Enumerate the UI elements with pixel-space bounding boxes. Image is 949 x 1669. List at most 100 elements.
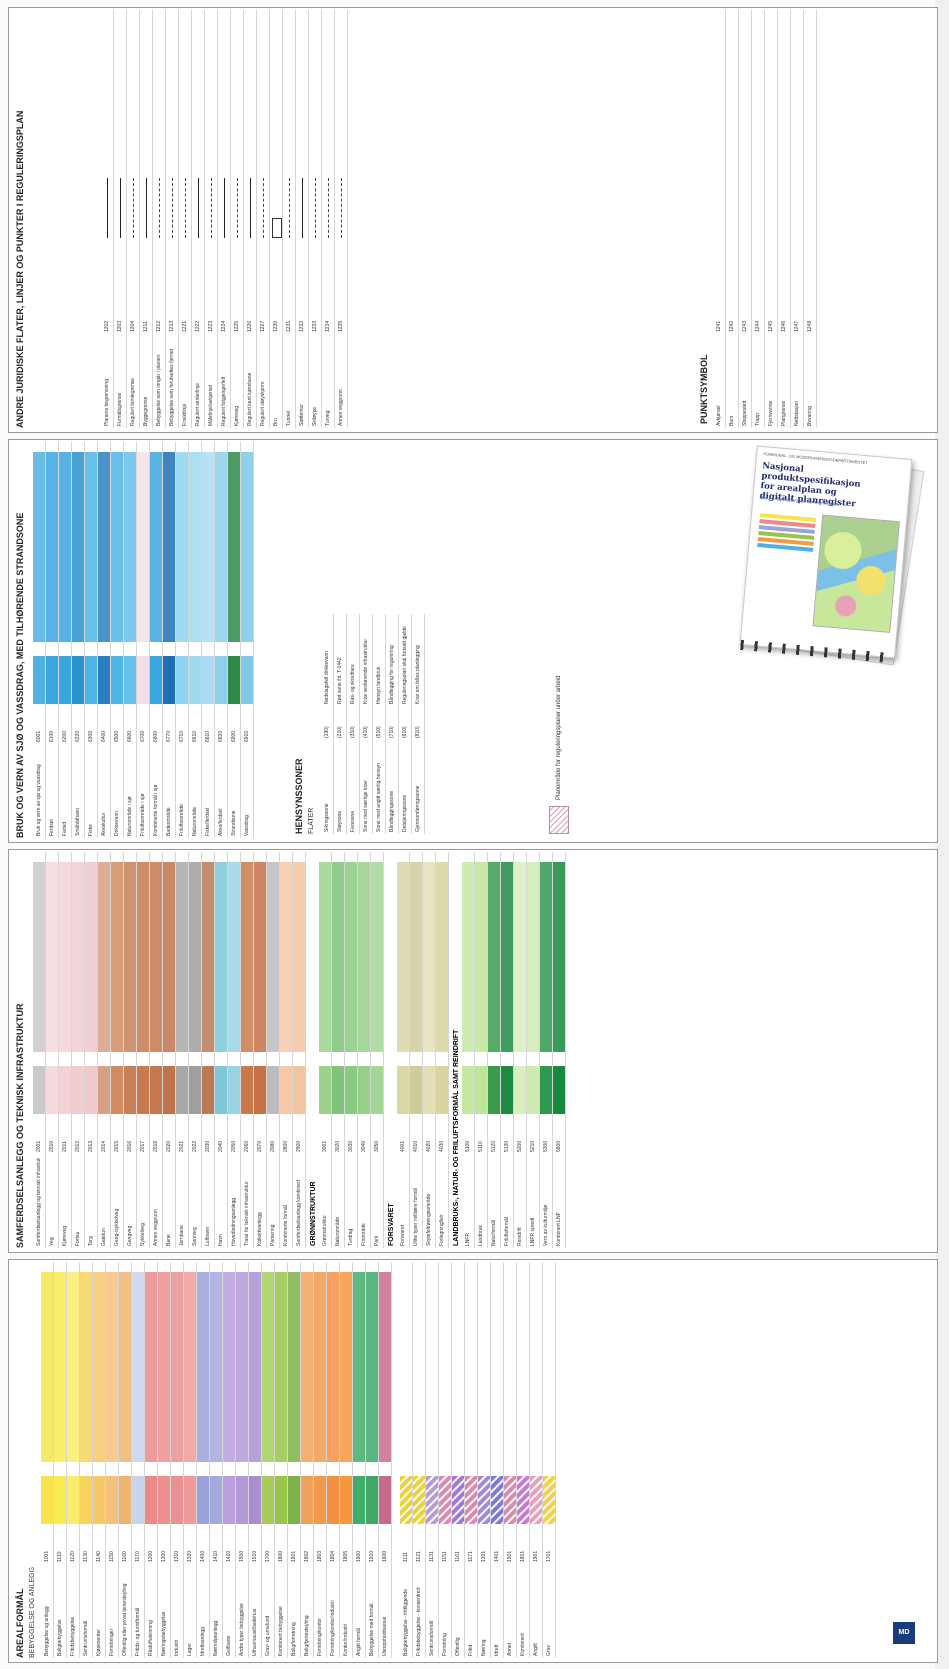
panel-andre-juridiske: ANDRE JURIDISKE FLATER, LINJER OG PUNKTE… [8,7,938,433]
legend-row: Angitt 1901 [530,1262,543,1658]
legend-row: Industri 1310 [171,1262,184,1658]
line-symbol [237,178,238,238]
row-code: (910) [402,726,408,738]
row-code: 1212 [156,320,162,332]
row-code: 6770 [166,730,172,742]
legend-row: Støttemur 1232 [296,10,309,428]
row-name: Gatetun [101,1228,107,1246]
row-code: 1804 [330,1550,336,1562]
color-swatch [262,1476,274,1524]
legend-row: Boligbebyggelse - frittliggende 1111 [400,1262,413,1658]
color-swatch [452,1476,464,1524]
row-name: Målelinje/avkjørsel [208,384,214,426]
row-code: 1203 [117,320,123,332]
row-code: 1111 [403,1551,409,1562]
color-swatch [462,1066,474,1114]
legend-row: Angitt formål 1900 [353,1262,366,1658]
color-band [426,1272,438,1462]
color-swatch [397,1066,409,1114]
color-swatch [163,1066,175,1114]
row-code: 5800 [556,1140,562,1152]
row-code: 1223 [208,320,214,332]
row-code: 1225 [234,320,240,332]
color-swatch [59,656,71,704]
legend-row: Annet 1501 [504,1262,517,1658]
row-name: Båndleggingssone [389,790,395,832]
legend-row: Småbåthavn 6220 [72,442,85,838]
row-name: Turdrag [348,1228,354,1246]
row-code: 1130 [83,1551,89,1562]
row-code: 1301 [481,1550,487,1562]
row-code: 6710 [179,730,185,742]
row-code: 2017 [140,1140,146,1152]
row-name: Bebyggelse som inngår i planen [156,354,162,426]
legend-row: Fortau 2012 [72,852,85,1248]
product-spec-document: KOMMUNAL- OG MODERNISERINGSDEPARTEMENTET… [739,445,913,664]
legend-row: Næring 1301 [478,1262,491,1658]
row-code: 4010 [413,1140,419,1152]
row-name: Angitt formål [356,1627,362,1656]
legend-row: Gatetun 2014 [98,852,111,1248]
row-code: 1800 [278,1550,284,1562]
color-band [491,1272,503,1462]
row-code: 1801 [291,1550,297,1562]
row-name: Gang-/sykkelveg [114,1208,120,1246]
legend-row: Drikkevann 6500 [111,442,124,838]
color-swatch [33,656,45,704]
row-code: 4030 [439,1140,445,1152]
row-name: Grav- og urnelund [265,1615,271,1656]
legend-row: Sentrumsformål 1130 [80,1262,93,1658]
row-description: Nedslagsfelt drikkevann [324,650,330,704]
line-symbol [341,178,342,238]
row-name: Friområde [361,1223,367,1246]
color-swatch [228,656,240,704]
row-code: 1400 [200,1550,206,1562]
color-band [241,452,253,642]
legend-row: Badeområde 6770 [163,442,176,838]
row-code: 1232 [299,320,305,332]
color-swatch [358,1066,370,1114]
row-code: 1700 [265,1550,271,1562]
row-name: Bruk og vern av sjø og vassdrag [36,764,42,836]
row-name: Havn [218,1234,224,1246]
row-code: (410) [363,726,369,738]
color-swatch [327,1476,339,1524]
color-swatch [488,1066,500,1114]
color-swatch [275,1476,287,1524]
row-name: Bolig/tjenesteyting [304,1615,310,1656]
color-band [228,452,240,642]
row-name: Turveg [325,410,331,426]
row-name: LNFR spredt [530,1217,536,1246]
color-band [345,862,357,1052]
color-swatch [530,1476,542,1524]
row-code: 6001 [36,730,42,742]
legend-row: Jernbane 2021 [176,852,189,1248]
row-name: Forlegning/leir [439,1214,445,1246]
color-band [462,862,474,1052]
row-code: 5100 [465,1140,471,1152]
color-band [106,1272,118,1462]
row-name: Jernbane [179,1225,185,1246]
row-code: 6820 [218,730,224,742]
row-code: 2030 [205,1140,211,1152]
color-band [540,862,552,1052]
legend-row: Vern av kulturmiljø 5300 [540,852,553,1248]
row-code: 1701 [546,1550,552,1562]
legend-row: Andre typer bebyggelse 1500 [236,1262,249,1658]
row-description: Hensyn landbruk [376,666,382,704]
color-band [80,1272,92,1462]
panel-subheading: BEBYGGELSE OG ANLEGG [29,1566,36,1658]
row-name: Byggegrense [143,396,149,426]
color-band [228,862,240,1052]
row-code: 1410 [213,1550,219,1562]
legend-row: Offentlig 1161 [452,1262,465,1658]
color-band [314,1272,326,1462]
color-swatch [46,1066,58,1114]
panel-heading: SAMFERDSELSANLEGG OG TEKNISK INFRASTRUKT… [15,1003,25,1248]
color-band [275,1272,287,1462]
color-swatch [413,1476,425,1524]
row-name: Regulert tomtegrense [130,377,136,426]
row-name: Trasé for teknisk infrastruktur [244,1181,250,1246]
line-symbol [146,178,147,238]
row-code: 2001 [36,1140,42,1152]
